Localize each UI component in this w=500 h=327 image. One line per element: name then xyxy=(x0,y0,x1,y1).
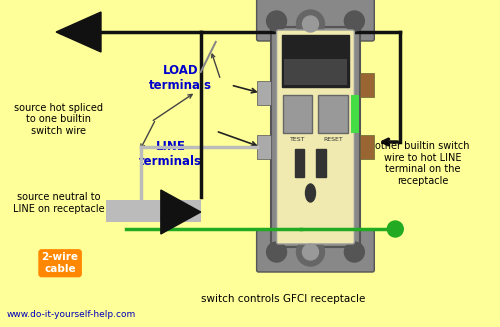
Bar xyxy=(294,149,304,177)
Circle shape xyxy=(266,242,286,262)
Bar xyxy=(360,135,374,159)
Bar xyxy=(318,95,348,133)
Bar xyxy=(360,73,374,97)
Circle shape xyxy=(296,238,324,266)
Circle shape xyxy=(302,16,318,32)
Text: source hot spliced
to one builtin
switch wire: source hot spliced to one builtin switch… xyxy=(14,103,103,136)
Text: 2-wire
cable: 2-wire cable xyxy=(42,252,78,274)
Text: LINE
terminals: LINE terminals xyxy=(140,140,202,168)
Text: www.do-it-yourself-help.com: www.do-it-yourself-help.com xyxy=(6,310,136,319)
Polygon shape xyxy=(161,190,201,234)
FancyBboxPatch shape xyxy=(276,30,354,244)
Bar xyxy=(352,95,360,133)
Bar xyxy=(106,200,201,222)
Bar xyxy=(316,149,326,177)
Circle shape xyxy=(344,242,364,262)
Bar xyxy=(282,35,350,87)
Bar xyxy=(282,95,312,133)
Text: LOAD
terminals: LOAD terminals xyxy=(150,64,212,93)
Bar xyxy=(284,59,348,85)
Circle shape xyxy=(388,221,403,237)
Text: other builtin switch
wire to hot LINE
terminal on the
receptacle: other builtin switch wire to hot LINE te… xyxy=(376,141,470,186)
FancyBboxPatch shape xyxy=(256,230,374,272)
Circle shape xyxy=(302,244,318,260)
Circle shape xyxy=(296,10,324,38)
Ellipse shape xyxy=(306,184,316,202)
Bar xyxy=(256,135,270,159)
Text: RESET: RESET xyxy=(324,137,344,142)
Bar xyxy=(270,27,360,247)
Circle shape xyxy=(344,11,364,31)
Polygon shape xyxy=(56,12,101,52)
Circle shape xyxy=(266,11,286,31)
FancyBboxPatch shape xyxy=(256,0,374,41)
Text: source neutral to
LINE on receptacle: source neutral to LINE on receptacle xyxy=(13,192,104,214)
Text: switch controls GFCI receptacle: switch controls GFCI receptacle xyxy=(201,294,365,304)
Text: TEST: TEST xyxy=(290,137,306,142)
Bar xyxy=(256,81,270,105)
